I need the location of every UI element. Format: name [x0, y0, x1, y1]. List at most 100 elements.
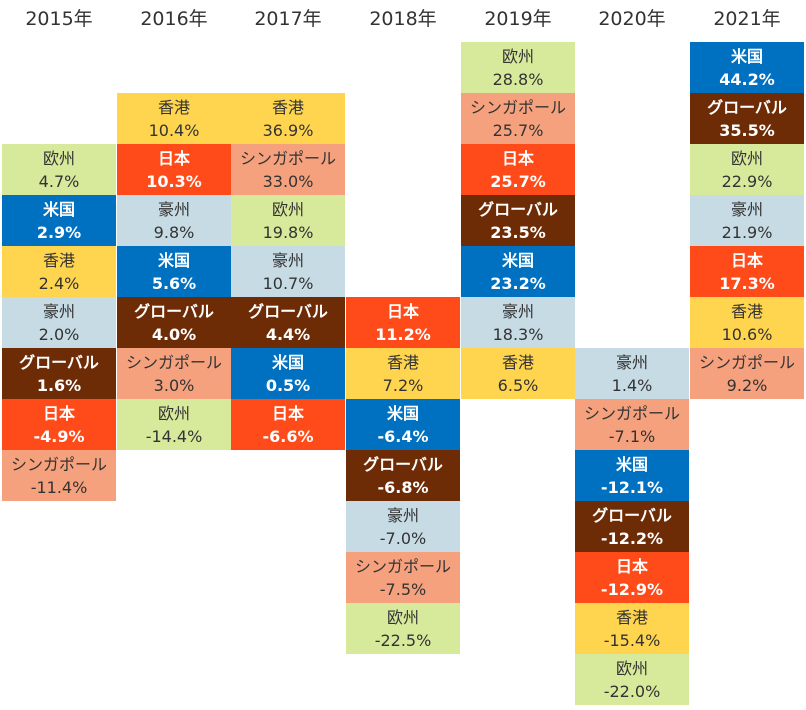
region-label: シンガポール — [354, 557, 451, 576]
return-cell: 欧州 -14.4% — [117, 399, 231, 450]
region-label: 欧州 — [615, 659, 648, 678]
year-label: 2021年 — [713, 8, 781, 30]
return-value: 4.0% — [151, 325, 197, 344]
return-value: 3.0% — [153, 376, 195, 395]
return-value: 4.4% — [265, 325, 311, 344]
return-cell: 豪州 18.3% — [461, 297, 575, 348]
return-cell: 米国 -12.1% — [575, 450, 689, 501]
region-label: 豪州 — [615, 353, 648, 372]
year-label: 2017年 — [254, 8, 322, 30]
region-label: グローバル — [19, 353, 99, 372]
region-label: 香港 — [157, 98, 190, 117]
return-cell: 香港 7.2% — [346, 348, 460, 399]
return-value: -12.9% — [600, 580, 664, 599]
return-value: 36.9% — [262, 121, 314, 140]
return-value: -7.5% — [379, 580, 427, 599]
return-value: -7.1% — [608, 427, 656, 446]
return-cell: 豪州 -7.0% — [346, 501, 460, 552]
return-cell: グローバル 4.4% — [231, 297, 345, 348]
return-cell: グローバル 1.6% — [2, 348, 116, 399]
region-label: 米国 — [615, 455, 648, 474]
return-cell: 香港 36.9% — [231, 93, 345, 144]
region-label: 日本 — [42, 404, 75, 423]
return-value: 23.5% — [490, 223, 546, 242]
region-label: 香港 — [730, 302, 763, 321]
return-cell: 米国 44.2% — [690, 42, 804, 93]
return-value: 17.3% — [719, 274, 775, 293]
return-value: 22.9% — [721, 172, 773, 191]
return-cell: 日本 25.7% — [461, 144, 575, 195]
return-cell: 米国 2.9% — [2, 195, 116, 246]
region-label: 欧州 — [42, 149, 75, 168]
return-value: 23.2% — [490, 274, 546, 293]
return-value: 28.8% — [492, 70, 544, 89]
return-value: -11.4% — [30, 478, 88, 497]
return-cell: 香港 10.6% — [690, 297, 804, 348]
return-value: 44.2% — [719, 70, 775, 89]
return-value: -14.4% — [145, 427, 203, 446]
return-cell: 欧州 -22.0% — [575, 654, 689, 705]
return-cell: 豪州 1.4% — [575, 348, 689, 399]
return-cell: 日本 -12.9% — [575, 552, 689, 603]
region-label: 米国 — [157, 251, 190, 270]
return-value: 1.4% — [611, 376, 653, 395]
year-label: 2020年 — [598, 8, 666, 30]
region-label: 香港 — [42, 251, 75, 270]
return-cell: 香港 -15.4% — [575, 603, 689, 654]
region-label: グローバル — [134, 302, 214, 321]
return-value: 7.2% — [382, 376, 424, 395]
region-label: グローバル — [707, 98, 787, 117]
return-value: -15.4% — [603, 631, 661, 650]
region-label: 欧州 — [386, 608, 419, 627]
return-value: 4.7% — [38, 172, 80, 191]
region-label: 香港 — [271, 98, 304, 117]
region-label: シンガポール — [125, 353, 222, 372]
region-label: 豪州 — [730, 200, 763, 219]
region-label: 米国 — [42, 200, 75, 219]
year-label: 2016年 — [140, 8, 208, 30]
return-value: -6.8% — [377, 478, 429, 497]
return-value: -12.1% — [600, 478, 664, 497]
region-label: グローバル — [478, 200, 558, 219]
return-cell: シンガポール 33.0% — [231, 144, 345, 195]
return-cell: 香港 2.4% — [2, 246, 116, 297]
region-label: 欧州 — [157, 404, 190, 423]
year-label: 2019年 — [484, 8, 552, 30]
region-label: シンガポール — [10, 455, 107, 474]
return-value: 21.9% — [721, 223, 773, 242]
region-label: 香港 — [386, 353, 419, 372]
region-label: 米国 — [730, 47, 763, 66]
return-cell: 米国 5.6% — [117, 246, 231, 297]
region-label: 米国 — [501, 251, 534, 270]
region-label: 欧州 — [271, 200, 304, 219]
return-value: 0.5% — [265, 376, 311, 395]
return-value: -4.9% — [33, 427, 85, 446]
return-value: 33.0% — [262, 172, 314, 191]
return-cell: 豪州 9.8% — [117, 195, 231, 246]
return-value: 10.3% — [146, 172, 202, 191]
region-label: 日本 — [730, 251, 763, 270]
return-cell: 香港 10.4% — [117, 93, 231, 144]
return-cell: 米国 0.5% — [231, 348, 345, 399]
region-label: シンガポール — [583, 404, 680, 423]
return-value: 9.2% — [726, 376, 768, 395]
return-value: -12.2% — [600, 529, 664, 548]
return-value: 10.6% — [721, 325, 773, 344]
return-cell: シンガポール -7.5% — [346, 552, 460, 603]
return-cell: 欧州 22.9% — [690, 144, 804, 195]
return-value: -22.5% — [374, 631, 432, 650]
return-cell: 豪州 10.7% — [231, 246, 345, 297]
return-cell: グローバル 23.5% — [461, 195, 575, 246]
return-cell: 欧州 4.7% — [2, 144, 116, 195]
return-value: -22.0% — [603, 682, 661, 701]
region-label: 香港 — [615, 608, 648, 627]
return-cell: 日本 17.3% — [690, 246, 804, 297]
region-label: シンガポール — [469, 98, 566, 117]
return-cell: 日本 11.2% — [346, 297, 460, 348]
region-label: シンガポール — [239, 149, 336, 168]
return-value: 10.7% — [262, 274, 314, 293]
return-value: 2.0% — [38, 325, 80, 344]
region-label: 豪州 — [501, 302, 534, 321]
region-label: 米国 — [271, 353, 304, 372]
